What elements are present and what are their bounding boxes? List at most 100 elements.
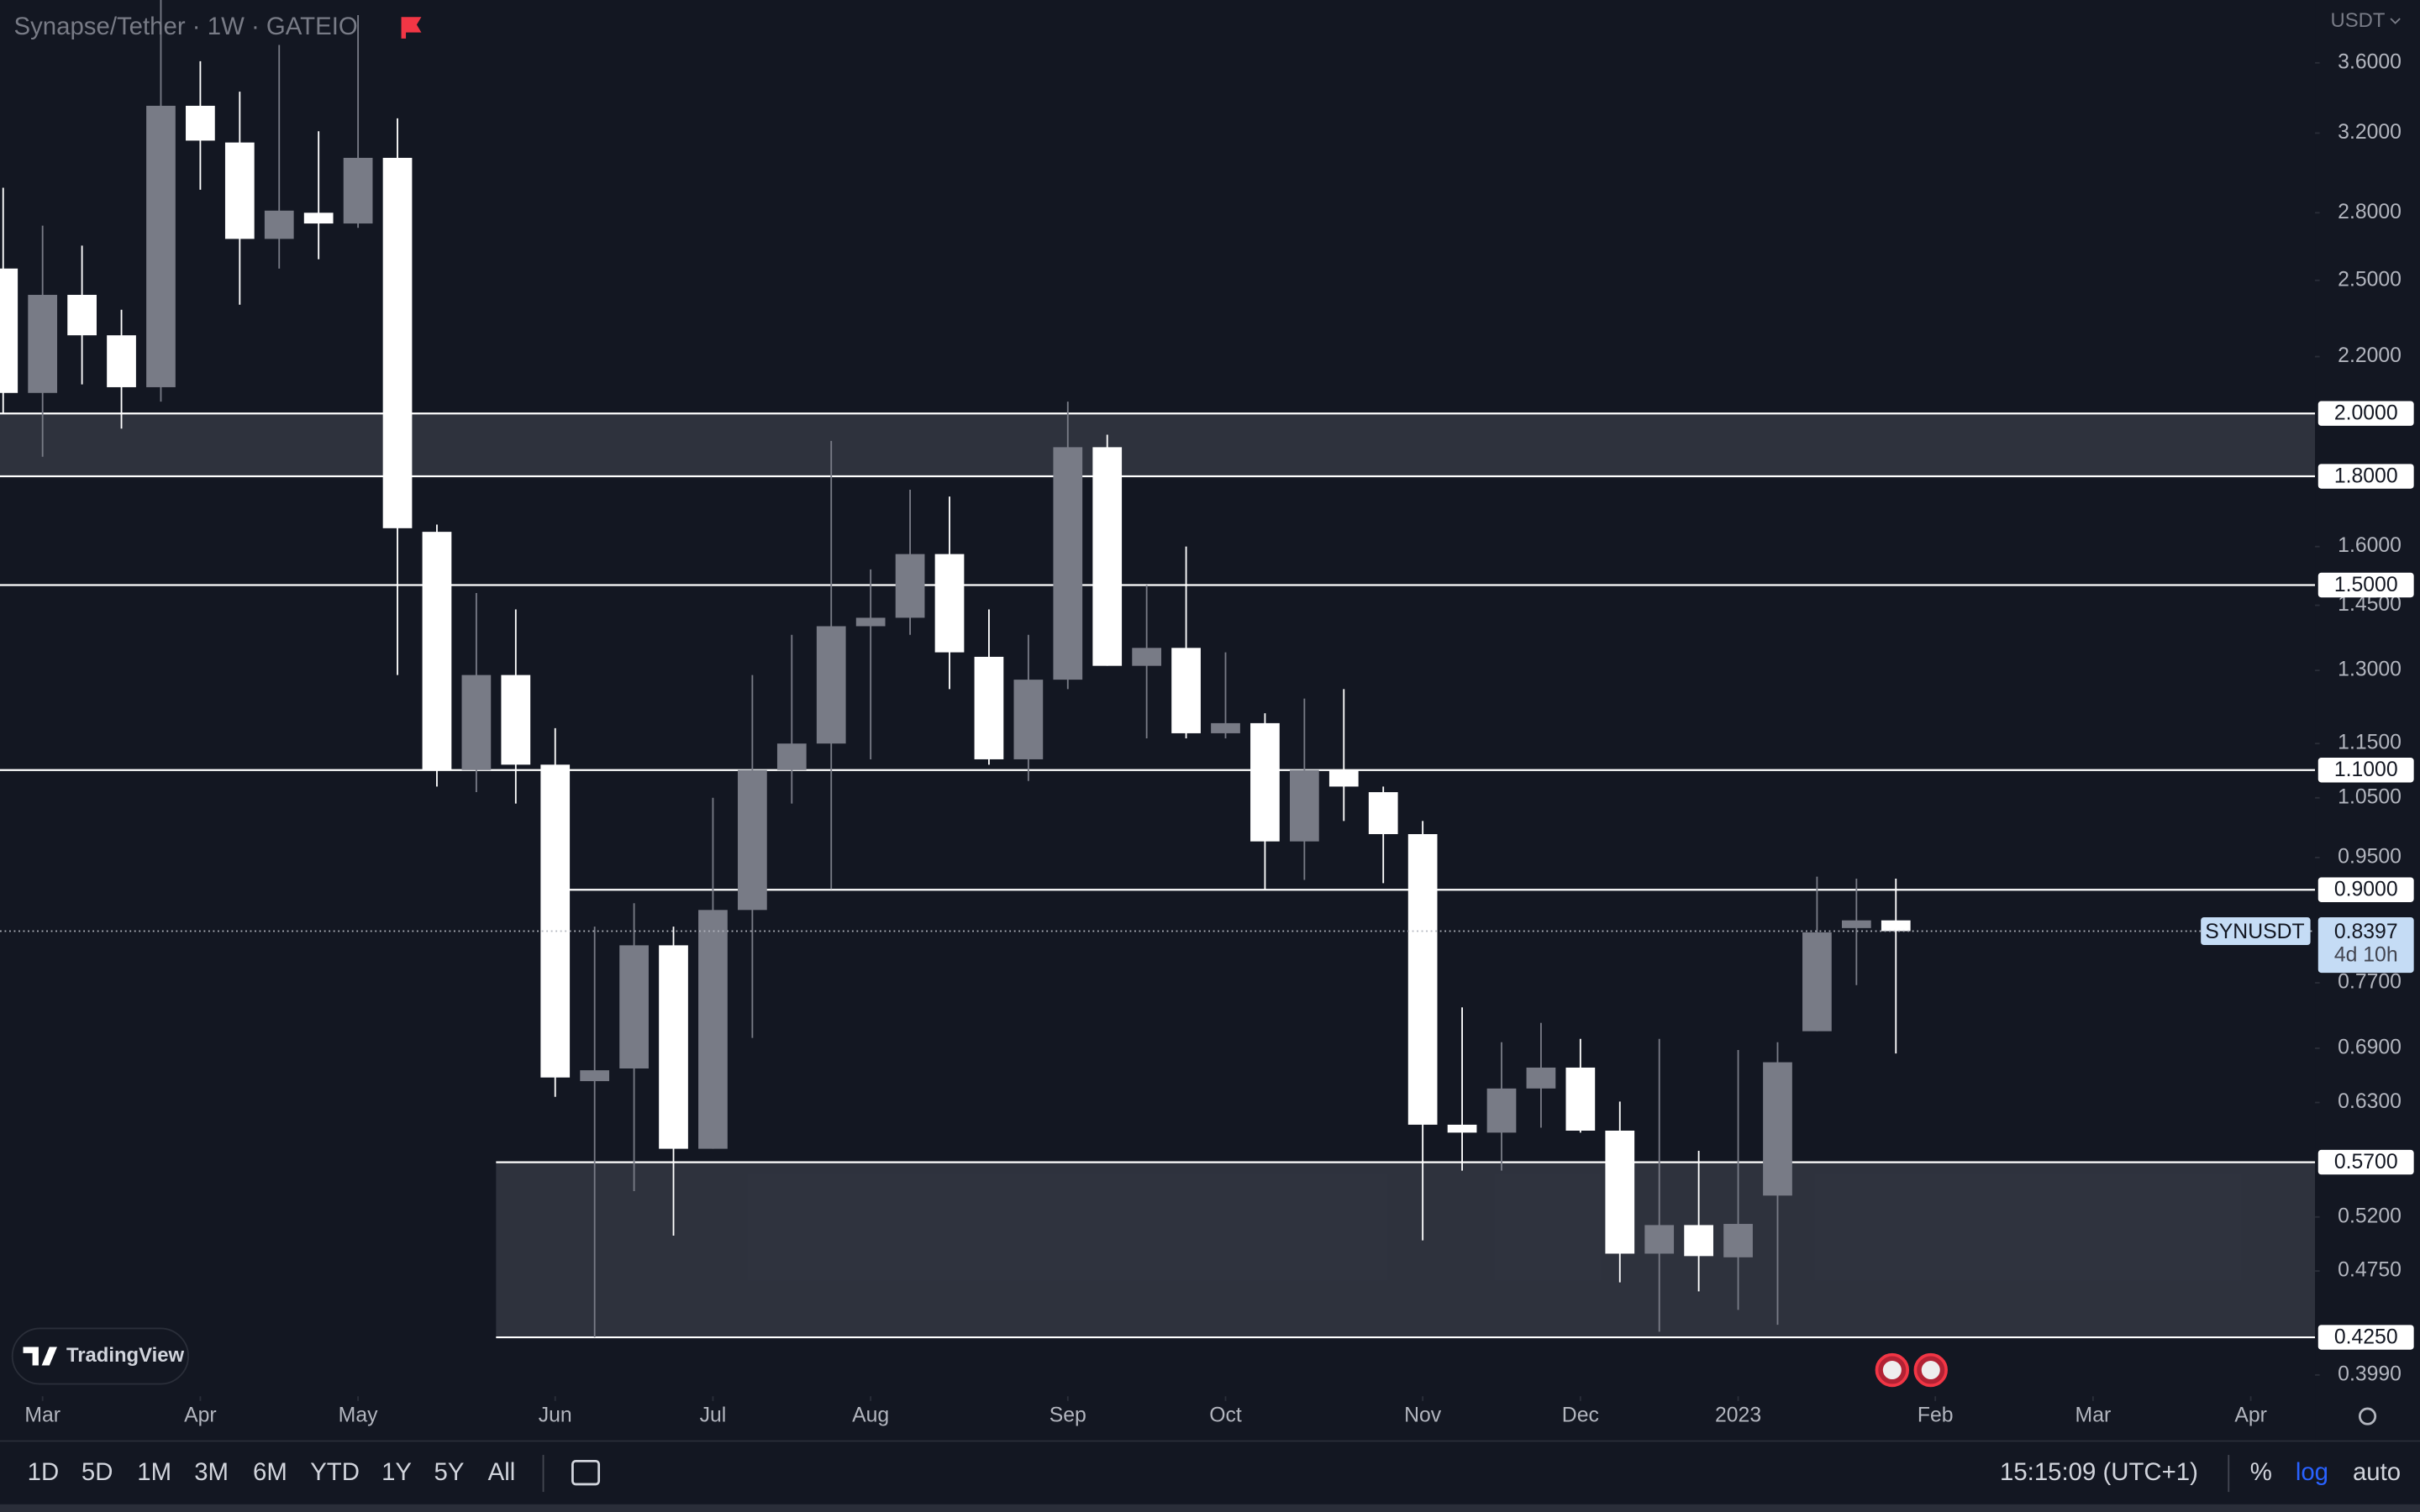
range-button[interactable]: All <box>488 1458 516 1486</box>
candle-body <box>659 945 688 1149</box>
candle-body <box>1053 447 1083 680</box>
range-button[interactable]: 5D <box>82 1458 113 1486</box>
level-label-box <box>2317 1325 2414 1350</box>
candle-body <box>0 268 18 393</box>
candle-body <box>934 554 965 653</box>
bottom-strip <box>0 1504 2420 1512</box>
log-toggle[interactable]: log <box>2296 1458 2328 1486</box>
candle-body <box>974 656 1004 759</box>
countdown: 4d 10h <box>2334 943 2398 966</box>
settings-icon[interactable] <box>2358 1407 2377 1425</box>
plot: 3.60003.20002.80002.50002.20001.60001.45… <box>0 0 2420 1440</box>
currency[interactable]: USDT <box>2330 9 2385 32</box>
candle-body <box>422 532 452 770</box>
candle-body <box>1763 1062 1792 1196</box>
candle-body <box>1565 1067 1596 1131</box>
candle-body <box>186 105 215 141</box>
candle-body <box>1171 648 1201 733</box>
level-label: 0.4250 <box>2334 1326 2398 1349</box>
range-button[interactable]: 1D <box>28 1458 60 1486</box>
y-tick-label: 3.2000 <box>2338 121 2402 144</box>
candle-body <box>1644 1225 1675 1254</box>
candle-body <box>1605 1130 1635 1254</box>
candle-body <box>28 295 58 393</box>
candle-body <box>816 626 846 744</box>
level-label-box <box>2317 401 2414 426</box>
level-label: 0.9000 <box>2334 879 2398 901</box>
candle-body <box>1407 834 1438 1125</box>
toolbar: 15:15:09 (UTC+1) % log auto 1D 5D 1M 3M 6M YT… <box>28 1455 2401 1493</box>
candle-body <box>1526 1067 1556 1089</box>
calendar-icon[interactable] <box>571 1460 601 1486</box>
x-tick-label: Oct <box>1209 1404 1242 1427</box>
x-tick-label: Mar <box>24 1404 60 1427</box>
level-label-box <box>2317 1149 2414 1175</box>
candle-body <box>1881 920 1911 932</box>
y-tick-label: 0.7700 <box>2338 971 2402 994</box>
zone <box>0 413 2316 477</box>
candle-body <box>1211 722 1240 733</box>
candle-body <box>1841 920 1871 928</box>
level-label: 1.8000 <box>2334 465 2398 487</box>
x-tick-label: Dec <box>1562 1404 1599 1427</box>
candle-body <box>1684 1225 1713 1257</box>
y-tick-label: 1.3000 <box>2338 659 2402 681</box>
range-button[interactable]: 5Y <box>434 1458 465 1486</box>
candle-body <box>107 335 136 387</box>
y-tick-label: 0.9500 <box>2338 845 2402 868</box>
y-tick-label: 3.6000 <box>2338 50 2402 73</box>
candle-body <box>1092 447 1123 666</box>
range-button[interactable]: 6M <box>253 1458 287 1486</box>
y-tick-label: 0.5200 <box>2338 1205 2402 1227</box>
flag-icon[interactable] <box>401 17 422 39</box>
x-tick-label: Aug <box>852 1404 889 1427</box>
x-tick-label: 2023 <box>1715 1404 1761 1427</box>
last-price-box <box>2317 916 2414 974</box>
candle-body <box>461 675 492 770</box>
candle-body <box>855 617 886 627</box>
level-label-box <box>2317 877 2414 902</box>
level-label-box <box>2317 758 2414 783</box>
y-tick-label: 0.6900 <box>2338 1036 2402 1058</box>
y-tick-label: 0.4750 <box>2338 1259 2402 1282</box>
y-tick-label: 1.6000 <box>2338 534 2402 557</box>
candle-body <box>619 945 649 1069</box>
candle-body <box>343 157 373 224</box>
x-tick-label: Apr <box>184 1404 217 1427</box>
range-button[interactable]: 1Y <box>381 1458 412 1486</box>
range-button[interactable]: 3M <box>194 1458 229 1486</box>
x-tick-label: Sep <box>1050 1404 1086 1427</box>
candle-body <box>1368 792 1398 835</box>
candle-body <box>1328 769 1359 787</box>
brand-name: TradingView <box>66 1344 185 1367</box>
range-button[interactable]: 1M <box>137 1458 171 1486</box>
y-tick-label: 0.6300 <box>2338 1090 2402 1113</box>
level-label-box <box>2317 572 2414 598</box>
level-label: 0.5700 <box>2334 1151 2398 1173</box>
candle-body <box>264 210 294 239</box>
candle-body <box>67 295 97 336</box>
candle-body <box>1250 722 1280 842</box>
event-flags[interactable] <box>1875 1352 1948 1388</box>
range-button[interactable]: YTD <box>310 1458 360 1486</box>
x-tick-label: Feb <box>1918 1404 1954 1427</box>
x-tick-label: Nov <box>1404 1404 1442 1427</box>
symbol-box <box>2201 916 2311 946</box>
level-label-box <box>2317 464 2414 489</box>
y-tick-label: 2.2000 <box>2338 344 2402 367</box>
y-tick-label: 0.3990 <box>2338 1362 2402 1385</box>
symbol-title: Synapse/Tether · 1W · GATEIO <box>14 13 358 40</box>
level-label: 2.0000 <box>2334 402 2398 425</box>
brand-badge[interactable] <box>11 1327 189 1385</box>
clock[interactable]: 15:15:09 (UTC+1) <box>2000 1458 2198 1486</box>
percent-toggle[interactable]: % <box>2250 1458 2272 1486</box>
price-axis <box>2315 0 2420 1440</box>
auto-toggle[interactable]: auto <box>2353 1458 2401 1486</box>
candle-body <box>224 142 255 239</box>
candle-body <box>1802 932 1832 1032</box>
y-tick-label: 1.0500 <box>2338 785 2402 808</box>
candle-body <box>1289 769 1319 842</box>
currency-caret <box>2390 18 2401 24</box>
